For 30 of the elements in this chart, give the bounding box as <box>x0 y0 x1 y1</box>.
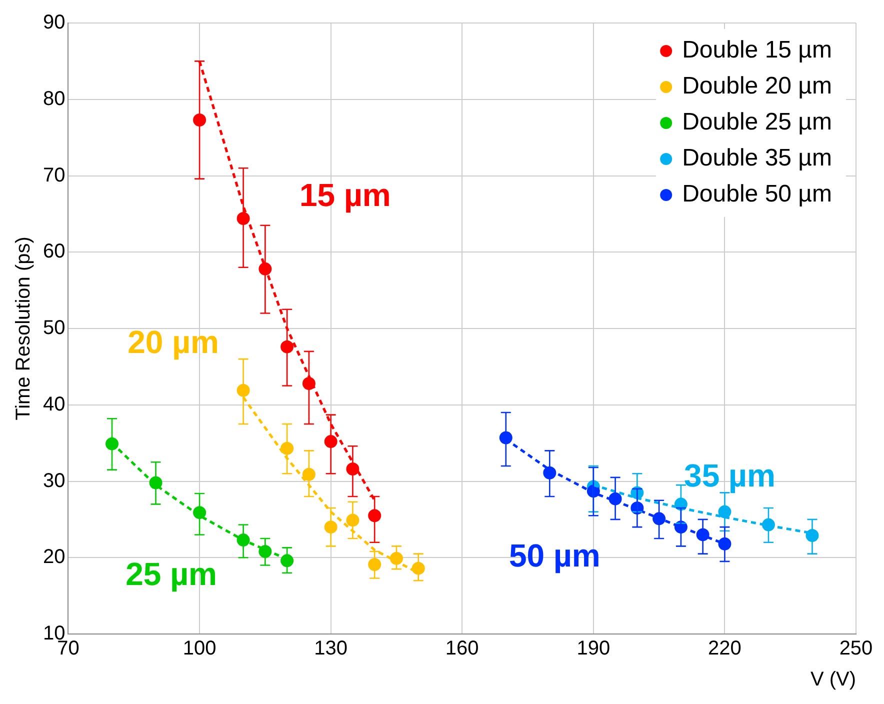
point <box>368 509 382 522</box>
y-tick-label: 50 <box>42 317 66 340</box>
x-tick-label: 100 <box>182 638 216 660</box>
legend-label: Double 50 µm <box>682 180 832 208</box>
annotation: 35 µm <box>684 458 776 494</box>
x-tick-label: 130 <box>314 638 348 660</box>
x-tick-label: 250 <box>839 638 873 660</box>
legend-label: Double 20 µm <box>682 72 832 100</box>
point <box>280 340 294 354</box>
annotation: 20 µm <box>128 324 219 360</box>
annotation: 50 µm <box>508 538 600 574</box>
legend-label: Double 15 µm <box>682 36 832 64</box>
x-tick-label: 160 <box>445 638 479 660</box>
annotation: 25 µm <box>126 556 217 592</box>
y-tick-label: 60 <box>42 240 66 263</box>
y-axis-title: Time Resolution (ps) <box>12 236 35 420</box>
x-tick-label: 190 <box>576 638 610 660</box>
point <box>368 558 382 571</box>
x-tick-label: 220 <box>708 638 742 660</box>
legend-label: Double 25 µm <box>682 108 832 136</box>
x-axis-title: V (V) <box>810 668 856 691</box>
y-tick-label: 90 <box>42 12 66 34</box>
y-tick-label: 70 <box>42 164 66 186</box>
y-tick-label: 30 <box>42 470 66 492</box>
point <box>193 113 206 126</box>
y-tick-label: 40 <box>42 393 66 416</box>
legend-label: Double 35 µm <box>682 144 832 172</box>
y-tick-label: 20 <box>42 546 66 568</box>
y-tick-label: 80 <box>42 88 66 110</box>
annotation: 15 µm <box>299 176 391 213</box>
